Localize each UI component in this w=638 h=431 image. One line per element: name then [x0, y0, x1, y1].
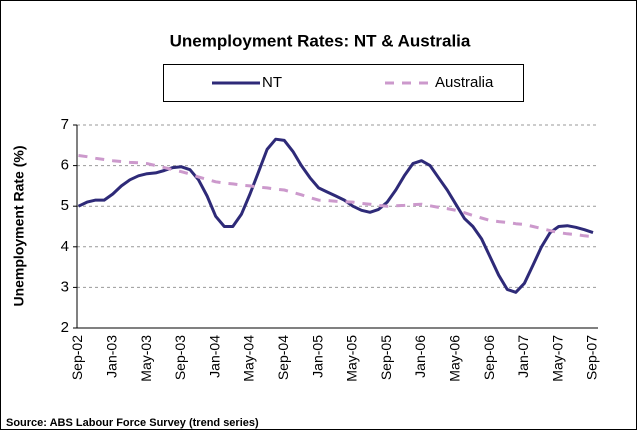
y-tick-label: 7: [61, 116, 69, 133]
x-tick-label: Jan-05: [309, 335, 325, 378]
x-tick-label: May-04: [241, 335, 257, 382]
y-tick-label: 2: [61, 319, 69, 336]
x-tick-label: Sep-05: [378, 335, 394, 380]
chart-title: Unemployment Rates: NT & Australia: [170, 31, 471, 50]
legend-label: Australia: [435, 74, 494, 91]
x-tick-label: Sep-04: [275, 335, 291, 380]
x-tick-label: Jan-03: [104, 335, 120, 378]
x-tick-label: May-05: [344, 335, 360, 382]
x-tick-label: Sep-07: [584, 335, 600, 380]
y-tick-label: 5: [61, 197, 69, 214]
x-tick-label: Jan-04: [206, 335, 222, 378]
x-tick-label: May-07: [549, 335, 565, 382]
y-axis-label: Unemployment Rate (%): [11, 145, 27, 306]
source-note: Source: ABS Labour Force Survey (trend s…: [6, 417, 259, 429]
legend-label: NT: [262, 74, 282, 91]
x-tick-label: Jan-07: [515, 335, 531, 378]
x-tick-label: May-06: [447, 335, 463, 382]
x-tick-label: Jan-06: [412, 335, 428, 378]
series-line: [78, 154, 594, 239]
y-tick-label: 6: [61, 157, 69, 174]
x-tick-label: Sep-03: [172, 335, 188, 380]
x-tick-label: Sep-02: [69, 335, 85, 380]
y-tick-label: 3: [61, 278, 69, 295]
x-tick-label: May-03: [138, 335, 154, 382]
series-line: [77, 137, 594, 294]
x-tick-label: Sep-06: [481, 335, 497, 380]
y-tick-label: 4: [61, 238, 69, 255]
